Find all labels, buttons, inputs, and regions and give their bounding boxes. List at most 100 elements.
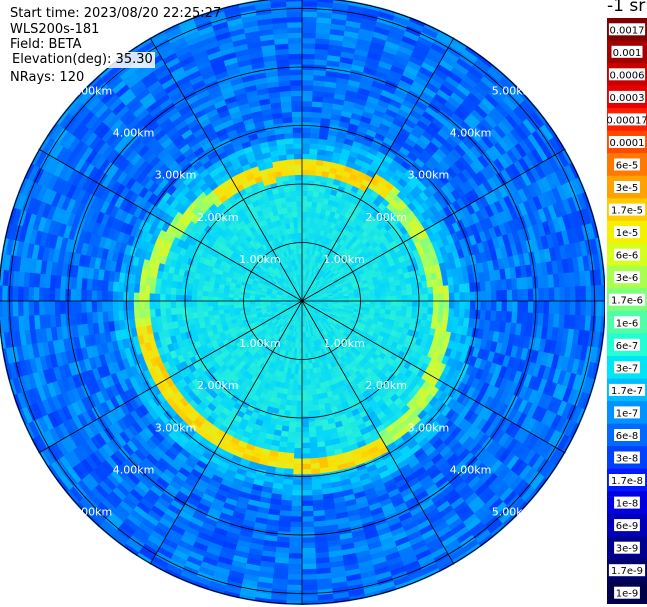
- radar-cell: [301, 74, 315, 81]
- radar-cell: [433, 300, 440, 309]
- radar-cell: [293, 447, 303, 455]
- radar-cell: [585, 411, 598, 430]
- radar-cell: [543, 300, 550, 315]
- radar-cell: [309, 142, 319, 150]
- radar-cell: [307, 410, 315, 418]
- radar-cell: [294, 426, 303, 433]
- radar-cell: [305, 368, 311, 375]
- radar-cell: [438, 293, 445, 302]
- radar-cell: [301, 432, 310, 439]
- radar-cell: [309, 378, 316, 386]
- radar-cell: [406, 300, 413, 308]
- radar-cell: [396, 295, 403, 302]
- radar-cell: [379, 287, 387, 294]
- radar-cell: [427, 577, 446, 591]
- radar-cell: [306, 384, 312, 391]
- radar-cell: [301, 79, 314, 86]
- radar-cell: [301, 405, 309, 412]
- radar-cell: [575, 300, 582, 316]
- radar-cell: [395, 305, 403, 312]
- radar-cell: [490, 290, 498, 302]
- radar-cell: [543, 287, 550, 302]
- radar-cell: [301, 0, 319, 7]
- radar-cell: [538, 300, 545, 315]
- radar-cell: [301, 163, 310, 170]
- radar-cell: [305, 373, 311, 381]
- radar-cell: [301, 479, 312, 486]
- radar-cell: [301, 390, 308, 397]
- radar-cell: [36, 469, 52, 488]
- radar-cell: [301, 363, 306, 370]
- radar-cell: [552, 469, 568, 488]
- radar-cell: [501, 289, 508, 302]
- radar-cell: [412, 584, 431, 597]
- radar-cell: [464, 291, 471, 302]
- radar-cell: [442, 569, 461, 583]
- radar-cell: [369, 292, 376, 298]
- radar-cell: [301, 111, 313, 118]
- radar-cell: [115, 551, 134, 567]
- radar-cell: [295, 405, 303, 412]
- radar-cell: [309, 442, 318, 449]
- radar-cell: [532, 496, 548, 513]
- radar-cell: [397, 0, 416, 12]
- radar-cell: [432, 307, 440, 316]
- radar-cell: [284, 462, 294, 470]
- radar-cell: [305, 379, 312, 386]
- radar-cell: [291, 389, 298, 396]
- radar-cell: [301, 500, 314, 507]
- radar-cell: [301, 216, 307, 223]
- radar-cell: [307, 421, 316, 428]
- radar-cell: [364, 297, 371, 302]
- radar-cell: [301, 137, 311, 144]
- radar-cell: [391, 300, 398, 307]
- radar-cell: [380, 296, 387, 302]
- radar-cell: [422, 300, 429, 308]
- radar-cell: [301, 510, 314, 518]
- radar-cell: [333, 602, 351, 605]
- radar-cell: [288, 537, 303, 544]
- radar-cell: [301, 495, 313, 502]
- radar-cell: [564, 286, 571, 302]
- radar-cell: [411, 288, 419, 296]
- radar-cell: [301, 426, 310, 433]
- radar-cell: [580, 300, 587, 317]
- radar-cell: [301, 0, 319, 2]
- radar-cell: [542, 483, 559, 501]
- radar-cell: [253, 602, 271, 605]
- radar-cell: [306, 400, 314, 407]
- radar-cell: [479, 310, 487, 321]
- radar-cell: [301, 568, 317, 576]
- radar-cell: [375, 300, 382, 306]
- radar-cell: [401, 295, 408, 302]
- radar-cell: [301, 100, 313, 107]
- radar-cell: [287, 431, 296, 439]
- radar-cell: [188, 590, 207, 602]
- radar-cell: [366, 600, 385, 605]
- radar-cell: [301, 400, 308, 407]
- radar-cell: [308, 163, 317, 171]
- radar-cell: [522, 300, 529, 314]
- radar-cell: [301, 21, 317, 28]
- radar-cell: [390, 305, 397, 312]
- radar-cell: [412, 294, 419, 302]
- radar-cell: [308, 431, 317, 439]
- radar-cell: [506, 300, 513, 313]
- radar-cell: [427, 286, 434, 295]
- radar-cell: [406, 306, 413, 313]
- radar-cell: [290, 500, 303, 507]
- radar-cell: [490, 300, 498, 312]
- radar-cell: [459, 300, 466, 310]
- radar-cell: [509, 520, 526, 537]
- radar-cell: [297, 374, 303, 381]
- radar-cell: [496, 300, 503, 312]
- radar-cell: [422, 287, 429, 296]
- radar-cell: [548, 300, 556, 315]
- radar-cell: [497, 55, 514, 71]
- radar-cell: [532, 89, 548, 106]
- radar-cell: [453, 284, 461, 294]
- radar-cell: [286, 442, 295, 449]
- radar-cell: [301, 32, 317, 39]
- radar-cell: [78, 520, 95, 537]
